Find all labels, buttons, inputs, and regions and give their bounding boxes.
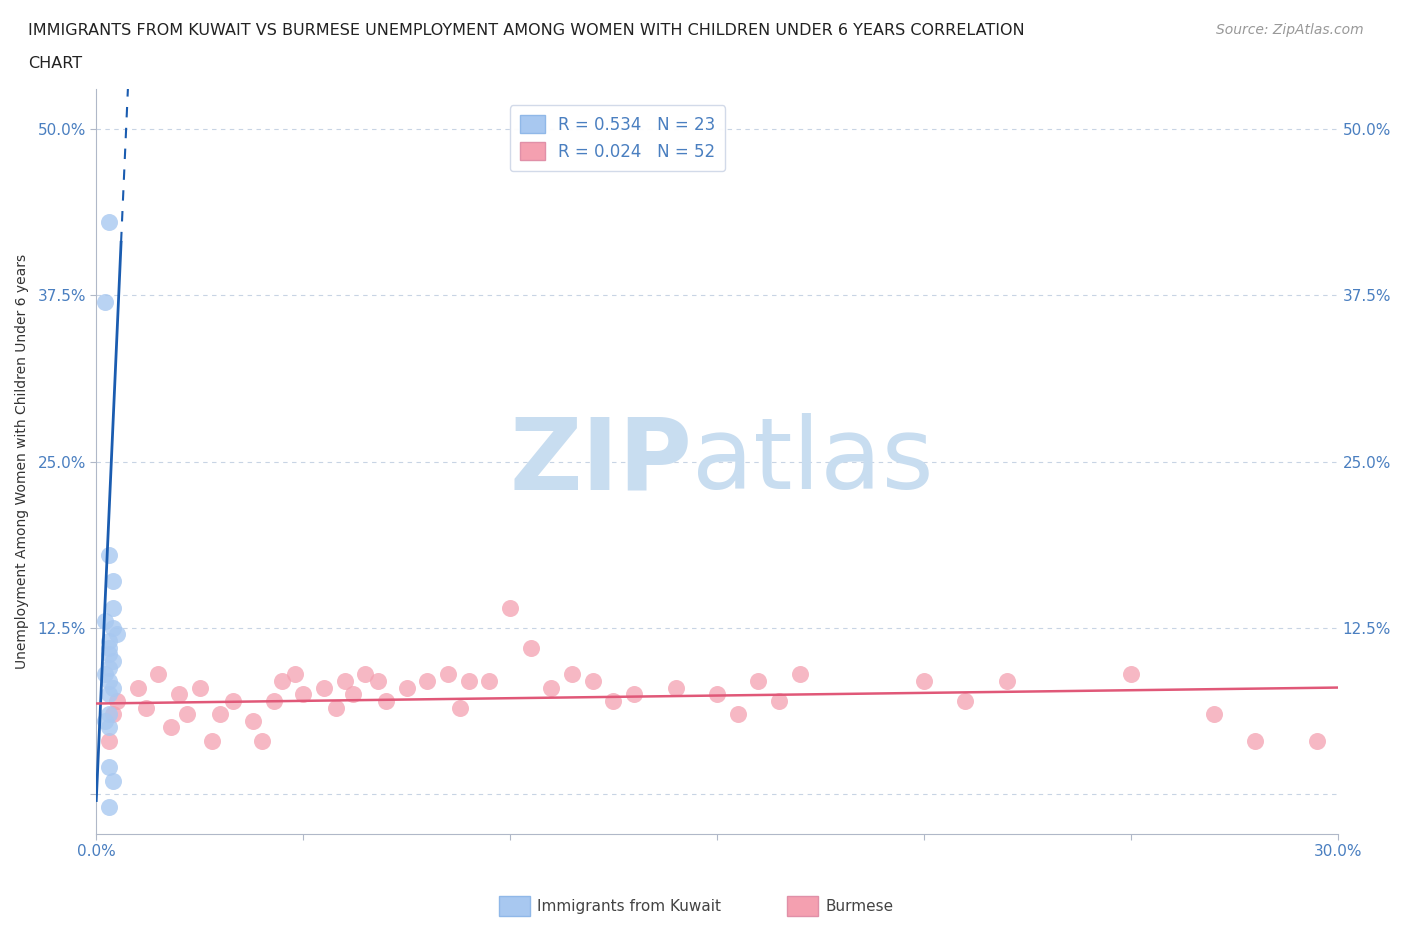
Point	[354, 667, 377, 682]
Point	[101, 601, 124, 616]
Point	[727, 707, 749, 722]
Point	[93, 295, 115, 310]
Text: ZIP: ZIP	[509, 413, 692, 510]
Point	[209, 707, 232, 722]
Point	[1306, 733, 1329, 748]
Point	[97, 660, 120, 675]
Point	[374, 694, 396, 709]
Point	[97, 707, 120, 722]
Point	[188, 680, 211, 695]
Point	[416, 673, 439, 688]
Legend: R = 0.534   N = 23, R = 0.024   N = 52: R = 0.534 N = 23, R = 0.024 N = 52	[510, 105, 725, 171]
Point	[955, 694, 977, 709]
Point	[325, 700, 347, 715]
Point	[97, 800, 120, 815]
Point	[93, 667, 115, 682]
Text: CHART: CHART	[28, 56, 82, 71]
Point	[342, 686, 364, 701]
Point	[159, 720, 181, 735]
Point	[437, 667, 460, 682]
Point	[97, 640, 120, 655]
Point	[912, 673, 935, 688]
Point	[457, 673, 479, 688]
Point	[623, 686, 645, 701]
Point	[540, 680, 562, 695]
Point	[97, 760, 120, 775]
Y-axis label: Unemployment Among Women with Children Under 6 years: Unemployment Among Women with Children U…	[15, 254, 30, 670]
Point	[97, 686, 120, 701]
Point	[271, 673, 294, 688]
Point	[263, 694, 285, 709]
Point	[105, 694, 128, 709]
Text: Immigrants from Kuwait: Immigrants from Kuwait	[537, 899, 721, 914]
Point	[101, 707, 124, 722]
Point	[333, 673, 356, 688]
Point	[582, 673, 605, 688]
Point	[201, 733, 224, 748]
Point	[478, 673, 501, 688]
Point	[747, 673, 769, 688]
Point	[127, 680, 149, 695]
Point	[284, 667, 307, 682]
Point	[97, 633, 120, 648]
Point	[519, 640, 541, 655]
Point	[101, 773, 124, 788]
Point	[367, 673, 389, 688]
Point	[706, 686, 728, 701]
Point	[312, 680, 335, 695]
Point	[1119, 667, 1142, 682]
Point	[250, 733, 273, 748]
Point	[97, 733, 120, 748]
Point	[789, 667, 811, 682]
Point	[222, 694, 245, 709]
Point	[167, 686, 190, 701]
Point	[176, 707, 198, 722]
Point	[105, 627, 128, 642]
Point	[561, 667, 583, 682]
Point	[101, 654, 124, 669]
Point	[97, 673, 120, 688]
Point	[97, 647, 120, 662]
Point	[135, 700, 157, 715]
Point	[499, 601, 522, 616]
Point	[995, 673, 1018, 688]
Point	[395, 680, 418, 695]
Text: Source: ZipAtlas.com: Source: ZipAtlas.com	[1216, 23, 1364, 37]
Point	[148, 667, 170, 682]
Point	[101, 574, 124, 589]
Point	[97, 547, 120, 562]
Point	[97, 720, 120, 735]
Point	[93, 614, 115, 629]
Point	[242, 713, 264, 728]
Point	[664, 680, 686, 695]
Point	[292, 686, 315, 701]
Point	[97, 215, 120, 230]
Text: IMMIGRANTS FROM KUWAIT VS BURMESE UNEMPLOYMENT AMONG WOMEN WITH CHILDREN UNDER 6: IMMIGRANTS FROM KUWAIT VS BURMESE UNEMPL…	[28, 23, 1025, 38]
Point	[449, 700, 471, 715]
Point	[602, 694, 624, 709]
Point	[768, 694, 790, 709]
Point	[93, 713, 115, 728]
Point	[101, 680, 124, 695]
Text: Burmese: Burmese	[825, 899, 893, 914]
Point	[1244, 733, 1267, 748]
Point	[101, 620, 124, 635]
Point	[1202, 707, 1225, 722]
Text: atlas: atlas	[692, 413, 934, 510]
